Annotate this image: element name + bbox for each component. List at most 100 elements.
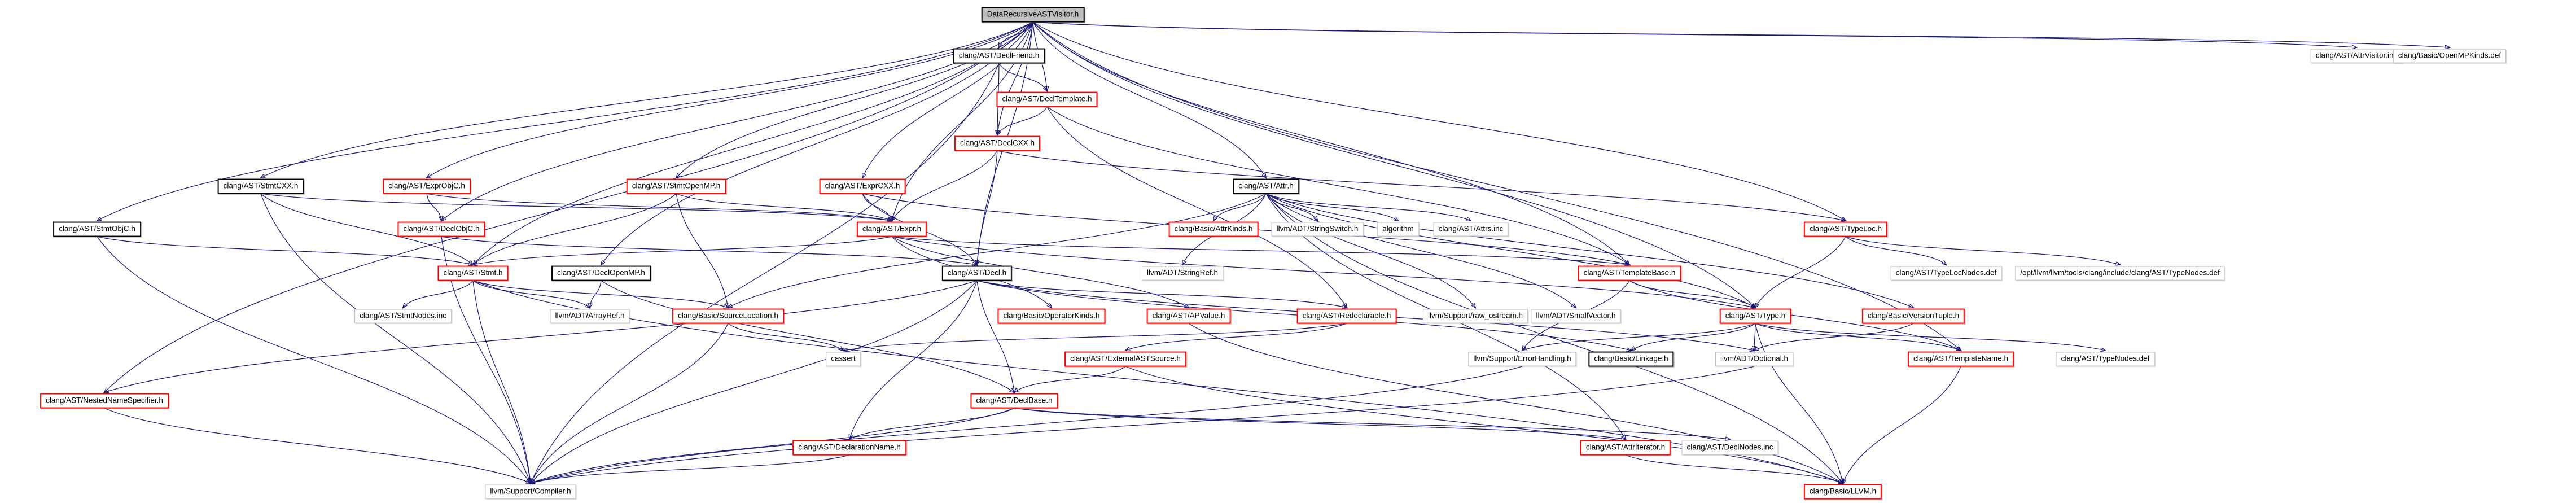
include-edge-stmtopenmp-to-expr (676, 193, 892, 221)
include-edge-templatebase-to-templatename (1629, 280, 1961, 351)
graph-node-declfriend[interactable]: clang/AST/DeclFriend.h (953, 48, 1045, 64)
graph-node-label: clang/AST/AttrVisitor.inc (2315, 51, 2398, 60)
graph-node-versiontuple[interactable]: clang/Basic/VersionTuple.h (1861, 308, 1965, 324)
include-edge-decl-to-nns (104, 280, 978, 392)
include-edge-stmt-to-stmtnodesinc (403, 280, 474, 308)
include-edge-attr-to-rawostream (1265, 193, 1475, 308)
include-edge-stmtopenmp-to-stmt (473, 193, 677, 265)
include-edge-externalastsource-to-declbase (1014, 366, 1126, 392)
graph-node-templatename[interactable]: clang/AST/TemplateName.h (1907, 351, 2014, 367)
include-edge-attr-to-attrsinc (1265, 193, 1471, 221)
graph-node-opttypenodes: /opt/llvm/llvm/tools/clang/include/clang… (2015, 266, 2225, 281)
graph-node-declbase[interactable]: clang/AST/DeclBase.h (970, 393, 1058, 409)
graph-node-label: clang/AST/DeclFriend.h (958, 51, 1040, 60)
include-edge-expr-to-type (891, 236, 1755, 308)
graph-node-linkage[interactable]: clang/Basic/Linkage.h (1588, 351, 1674, 367)
graph-node-stmtnodesinc: clang/AST/StmtNodes.inc (354, 309, 452, 323)
include-edge-type-to-linkage (1631, 323, 1756, 351)
include-edge-decltemplate-to-redeclarable (1046, 106, 1347, 308)
graph-node-label: clang/Basic/Linkage.h (1594, 354, 1668, 363)
graph-node-redeclarable[interactable]: clang/AST/Redeclarable.h (1296, 308, 1397, 324)
include-edge-root-to-stmtobjc (97, 21, 1033, 221)
include-edge-stmt-to-compiler (472, 280, 531, 483)
graph-node-declcxx[interactable]: clang/AST/DeclCXX.h (954, 135, 1041, 151)
include-edge-attr-to-smallvector (1265, 193, 1576, 308)
graph-node-label: llvm/ADT/SmallVector.h (1536, 311, 1616, 320)
include-edge-root-to-type (1032, 21, 1755, 308)
graph-node-sourcelocation[interactable]: clang/Basic/SourceLocation.h (672, 308, 784, 324)
graph-node-compiler: llvm/Support/Compiler.h (485, 484, 576, 499)
graph-node-label: /opt/llvm/llvm/tools/clang/include/clang… (2020, 268, 2220, 277)
include-edge-root-to-declobjc (441, 21, 1033, 221)
graph-node-stmt[interactable]: clang/AST/Stmt.h (437, 265, 509, 281)
graph-node-declobjc[interactable]: clang/AST/DeclObjC.h (397, 221, 485, 237)
graph-node-label: clang/AST/ExternalASTSource.h (1070, 354, 1181, 363)
graph-node-decltemplate[interactable]: clang/AST/DeclTemplate.h (996, 91, 1098, 107)
graph-node-label: clang/AST/TypeLocNodes.def (1895, 268, 1997, 277)
graph-node-externalastsource[interactable]: clang/AST/ExternalASTSource.h (1064, 351, 1186, 367)
graph-node-label: clang/Basic/AttrKinds.h (1174, 224, 1253, 233)
graph-node-openmpkindsdef: clang/Basic/OpenMPKinds.def (2393, 49, 2507, 63)
graph-node-label: algorithm (1382, 224, 1414, 233)
graph-node-type[interactable]: clang/AST/Type.h (1719, 308, 1791, 324)
include-edge-decl-to-compiler (531, 280, 978, 483)
graph-node-label: clang/Basic/VersionTuple.h (1867, 311, 1960, 320)
graph-node-attrkinds[interactable]: clang/Basic/AttrKinds.h (1168, 221, 1259, 237)
include-edge-redeclarable-to-cassert (843, 323, 1347, 351)
graph-node-label: clang/AST/Stmt.h (443, 268, 503, 277)
include-edge-declbase-to-declnodesinc (1014, 408, 1730, 439)
graph-node-label: clang/AST/APValue.h (1152, 311, 1225, 320)
graph-node-expr[interactable]: clang/AST/Expr.h (856, 221, 927, 237)
graph-node-label: cassert (831, 354, 856, 363)
graph-node-label: clang/AST/AttrIterator.h (1585, 443, 1666, 452)
graph-node-declnodesinc: clang/AST/DeclNodes.inc (1681, 440, 1778, 455)
graph-node-declarationname[interactable]: clang/AST/DeclarationName.h (792, 440, 906, 456)
graph-node-typeloc[interactable]: clang/AST/TypeLoc.h (1803, 221, 1888, 237)
graph-node-label: llvm/Support/Compiler.h (490, 487, 571, 496)
graph-node-operatorkinds[interactable]: clang/Basic/OperatorKinds.h (997, 308, 1106, 324)
include-edge-type-to-llvm (1755, 323, 1843, 483)
graph-node-label: DataRecursiveASTVisitor.h (987, 10, 1079, 19)
include-edge-sourcelocation-to-cassert (728, 323, 843, 351)
graph-node-declopenmp[interactable]: clang/AST/DeclOpenMP.h (551, 265, 651, 281)
graph-node-stringref: llvm/ADT/StringRef.h (1141, 266, 1224, 281)
graph-node-apvalue[interactable]: clang/AST/APValue.h (1146, 308, 1231, 324)
graph-node-optional: llvm/ADT/Optional.h (1715, 352, 1794, 366)
graph-node-decl[interactable]: clang/AST/Decl.h (941, 265, 1013, 281)
graph-node-label: clang/Basic/OperatorKinds.h (1003, 311, 1100, 320)
edge-group (97, 21, 2450, 483)
graph-node-label: clang/AST/NestedNameSpecifier.h (46, 396, 163, 405)
include-edge-declbase-to-declarationname (849, 408, 1015, 439)
graph-node-label: clang/AST/TemplateName.h (1913, 354, 2009, 363)
include-edge-templatename-to-llvm (1843, 366, 1961, 483)
include-edge-stmtcxx-to-compiler (260, 193, 531, 483)
graph-node-stmtopenmp[interactable]: clang/AST/StmtOpenMP.h (626, 178, 726, 194)
graph-node-llvm[interactable]: clang/Basic/LLVM.h (1803, 484, 1882, 500)
include-edge-versiontuple-to-optional (1754, 323, 1914, 351)
graph-node-exprobjc[interactable]: clang/AST/ExprObjC.h (383, 178, 471, 194)
include-edge-declcxx-to-typeloc (997, 150, 1846, 221)
graph-node-nns[interactable]: clang/AST/NestedNameSpecifier.h (40, 393, 169, 409)
include-edge-attr-to-llvm (1265, 193, 1843, 483)
include-edge-decltemplate-to-templatebase (1046, 106, 1629, 265)
include-edge-stmtcxx-to-stmt (260, 193, 473, 265)
graph-node-label: clang/AST/TypeLoc.h (1809, 224, 1882, 233)
graph-node-attr[interactable]: clang/AST/Attr.h (1233, 178, 1299, 194)
graph-node-label: clang/AST/Redeclarable.h (1302, 311, 1391, 320)
graph-node-label: clang/AST/DeclOpenMP.h (557, 268, 645, 277)
include-edge-root-to-stmt (473, 21, 1033, 265)
include-edge-root-to-templatebase (1032, 21, 1629, 265)
include-edge-declbase-to-attriterator (1014, 408, 1626, 439)
graph-node-label: clang/AST/Type.h (1725, 311, 1786, 320)
graph-node-cassert: cassert (826, 352, 861, 366)
graph-node-stmtcxx[interactable]: clang/AST/StmtCXX.h (217, 178, 304, 194)
include-edge-declfriend-to-compiler (531, 63, 1000, 483)
graph-node-exprcxx[interactable]: clang/AST/ExprCXX.h (819, 178, 906, 194)
graph-node-attriterator[interactable]: clang/AST/AttrIterator.h (1580, 440, 1671, 456)
graph-node-stmtobjc[interactable]: clang/AST/StmtObjC.h (53, 221, 141, 237)
include-edge-expr-to-templatebase (891, 236, 1629, 265)
include-edge-declobjc-to-decl (441, 236, 977, 265)
graph-node-templatebase[interactable]: clang/AST/TemplateBase.h (1578, 265, 1681, 281)
include-edge-typeloc-to-opttypenodes (1845, 236, 2120, 265)
include-edge-nns-to-compiler (104, 408, 531, 483)
